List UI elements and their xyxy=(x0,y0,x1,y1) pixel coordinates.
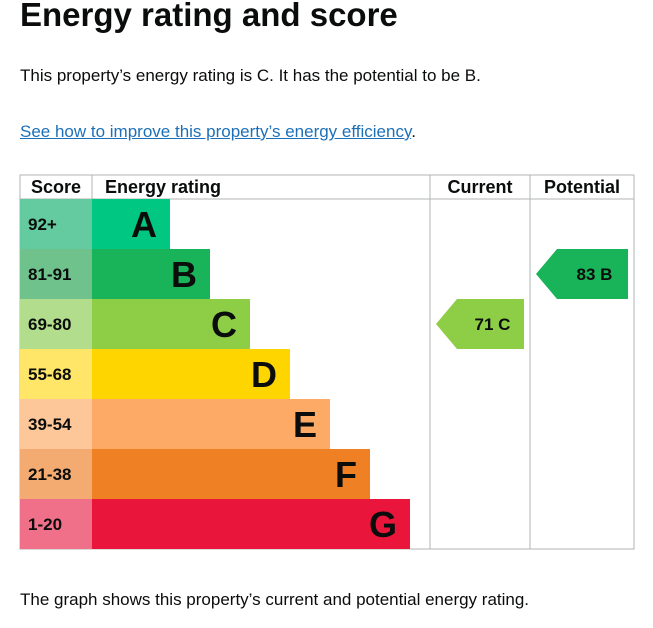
potential-header: Potential xyxy=(544,177,620,197)
score-range-f: 21-38 xyxy=(28,465,71,484)
rating-summary: This property’s energy rating is C. It h… xyxy=(20,66,481,85)
current-header: Current xyxy=(447,177,512,197)
rating-bar-a xyxy=(92,199,170,249)
rating-letter-g: G xyxy=(369,504,397,545)
score-cell-e xyxy=(20,399,92,449)
rating-bar-f xyxy=(92,449,370,499)
rating-bar-e xyxy=(92,399,330,449)
improve-link-paragraph: See how to improve this property’s energ… xyxy=(20,120,416,144)
score-range-c: 69-80 xyxy=(28,315,71,334)
link-suffix: . xyxy=(411,122,416,141)
score-cell-a xyxy=(20,199,92,249)
current-rating-arrow xyxy=(436,299,524,349)
rating-bar-d xyxy=(92,349,290,399)
score-cell-d xyxy=(20,349,92,399)
page-title: Energy rating and score xyxy=(20,0,398,33)
rating-bar-g xyxy=(92,499,410,549)
score-header: Score xyxy=(31,177,81,197)
rating-letter-a: A xyxy=(131,204,157,245)
potential-rating-arrow xyxy=(536,249,628,299)
rating-letter-d: D xyxy=(251,354,277,395)
energy-rating-header: Energy rating xyxy=(105,177,221,197)
improve-efficiency-link[interactable]: See how to improve this property’s energ… xyxy=(20,122,412,141)
rating-bar-c xyxy=(92,299,250,349)
score-range-b: 81-91 xyxy=(28,265,71,284)
rating-bar-b xyxy=(92,249,210,299)
chart-caption: The graph shows this property’s current … xyxy=(20,590,530,609)
score-range-a: 92+ xyxy=(28,215,57,234)
score-range-e: 39-54 xyxy=(28,415,72,434)
score-range-g: 1-20 xyxy=(28,515,62,534)
rating-letter-b: B xyxy=(171,254,197,295)
score-range-d: 55-68 xyxy=(28,365,71,384)
rating-letter-c: C xyxy=(211,304,237,345)
potential-rating-label: 83 B xyxy=(577,265,613,284)
score-cell-f xyxy=(20,449,92,499)
score-cell-g xyxy=(20,499,92,549)
score-cell-c xyxy=(20,299,92,349)
rating-letter-f: F xyxy=(335,454,357,495)
rating-letter-e: E xyxy=(293,404,317,445)
current-rating-label: 71 C xyxy=(475,315,511,334)
score-cell-b xyxy=(20,249,92,299)
